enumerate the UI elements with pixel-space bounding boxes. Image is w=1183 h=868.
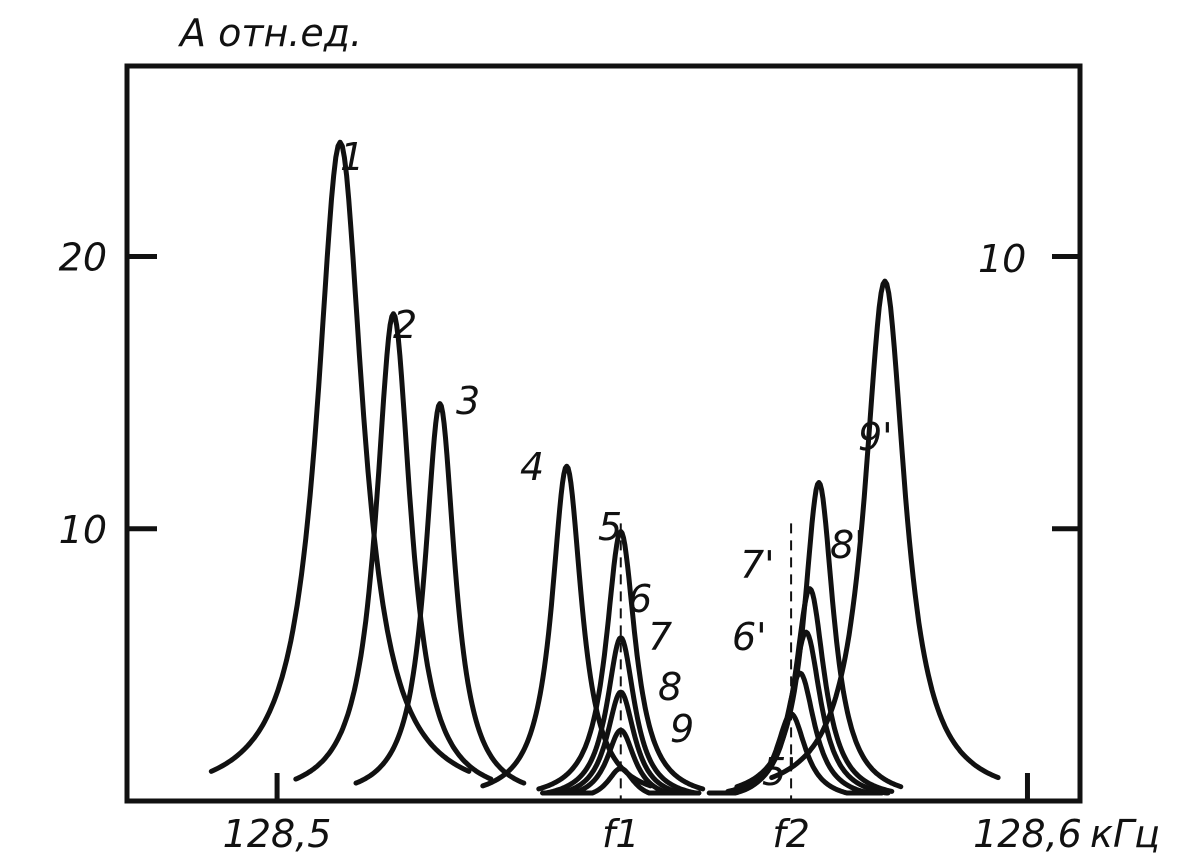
y-axis-title: А отн.ед. xyxy=(177,11,362,55)
axis-ticks xyxy=(127,254,1080,801)
y-tick-label: 20 xyxy=(59,236,107,280)
series-label: 7' xyxy=(740,543,775,587)
series-label: 5 xyxy=(598,505,622,549)
series-curve-9 xyxy=(544,765,698,796)
series-label: 8 xyxy=(658,665,682,709)
series-label: 1 xyxy=(340,135,364,179)
series-label: 9' xyxy=(858,415,893,459)
series-curve-10 xyxy=(769,278,1001,781)
series-curve-5 xyxy=(536,529,706,792)
marker-label: f2 xyxy=(772,812,810,856)
x-axis-title: кГц xyxy=(1090,812,1160,856)
series-label: 7 xyxy=(648,615,672,659)
series-label: 6 xyxy=(628,577,652,621)
plot-frame xyxy=(124,63,1083,804)
x-tick-label: 128,5 xyxy=(223,812,332,856)
series-curve-9' xyxy=(734,480,904,790)
series-curve-1 xyxy=(208,139,472,774)
series-curves xyxy=(208,139,1001,796)
y-tick-label: 10 xyxy=(59,508,107,552)
series-label: 5' xyxy=(762,750,797,794)
x-tick-label: 128,6 xyxy=(973,812,1082,856)
series-label: 10 xyxy=(978,237,1026,281)
series-label: 4 xyxy=(520,445,544,489)
series-label: 9 xyxy=(670,707,694,751)
series-label: 3 xyxy=(456,379,480,423)
series-label: 6' xyxy=(732,615,767,659)
series-curve-6 xyxy=(540,635,702,796)
marker-label: f1 xyxy=(602,812,640,856)
series-label: 8' xyxy=(830,523,865,567)
text-labels: 10 20 128,5 128,6 f1 f2 А отн.ед. кГц 1 234 567 89 5… xyxy=(59,11,1160,856)
series-curve-3 xyxy=(353,401,527,786)
series-label: 2 xyxy=(393,303,417,347)
series-curve-2 xyxy=(293,311,494,782)
